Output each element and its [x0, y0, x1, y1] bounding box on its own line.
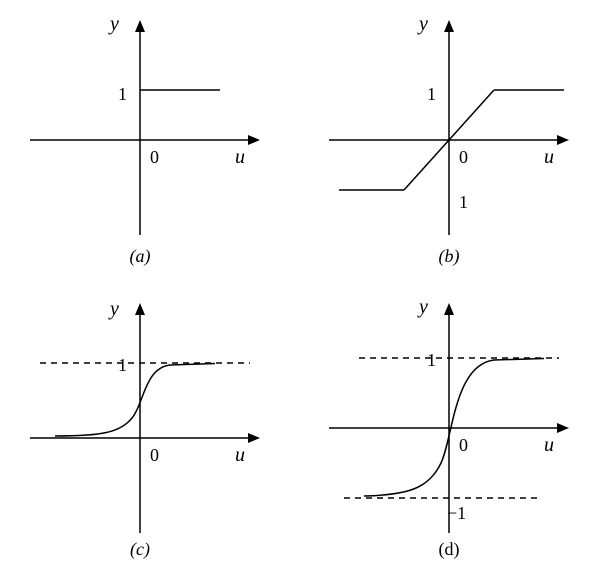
y-axis-label: y [108, 13, 119, 35]
x-axis-arrow [557, 423, 569, 433]
x-axis-arrow [248, 433, 260, 443]
tick-minus1: 1 [459, 192, 468, 212]
origin-label: 0 [150, 147, 159, 167]
caption-c: (c) [130, 539, 150, 560]
panel-a-svg: y u 0 1 (a) [0, 0, 299, 282]
x-axis-arrow [557, 135, 569, 145]
y-axis-arrow [135, 20, 145, 32]
y-axis-arrow [444, 20, 454, 32]
y-axis-arrow [135, 303, 145, 315]
origin-label: 0 [459, 435, 468, 455]
y-axis-arrow [444, 303, 454, 315]
panel-c: y u 0 1 (c) [0, 283, 299, 565]
caption-b: (b) [439, 246, 460, 267]
panel-d: y u 0 1 −1 (d) [299, 283, 598, 565]
panel-d-svg: y u 0 1 −1 (d) [299, 283, 598, 565]
y-axis-label: y [417, 296, 428, 318]
panel-c-svg: y u 0 1 (c) [0, 283, 299, 565]
origin-label: 0 [459, 147, 468, 167]
tick-plus1: 1 [427, 350, 436, 370]
caption-a: (a) [130, 246, 151, 267]
tick-1: 1 [118, 355, 127, 375]
x-axis-label: u [544, 434, 554, 456]
panel-b: y u 0 1 1 (b) [299, 0, 598, 283]
tick-plus1: 1 [427, 84, 436, 104]
tick-minus1: −1 [447, 503, 466, 523]
x-axis-label: u [235, 444, 245, 466]
x-axis-label: u [544, 146, 554, 168]
y-axis-label: y [417, 13, 428, 35]
x-axis-label: u [235, 146, 245, 168]
panel-b-svg: y u 0 1 1 (b) [299, 0, 598, 282]
caption-d: (d) [439, 539, 460, 560]
y-axis-label: y [108, 298, 119, 320]
origin-label: 0 [150, 445, 159, 465]
tick-1: 1 [118, 84, 127, 104]
sigmoid-curve [55, 363, 215, 436]
figure-grid: y u 0 1 (a) y u 0 1 1 (b) [0, 0, 598, 565]
x-axis-arrow [248, 135, 260, 145]
panel-a: y u 0 1 (a) [0, 0, 299, 283]
